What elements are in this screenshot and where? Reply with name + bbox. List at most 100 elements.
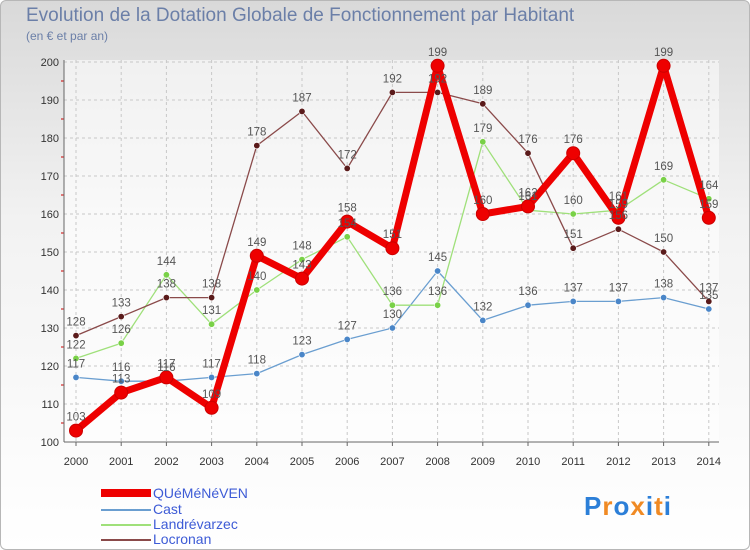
data-label-quemeneven-2009: 160 bbox=[473, 195, 492, 207]
data-label-cast-2002: 116 bbox=[157, 362, 175, 374]
logo-letter-4: i bbox=[645, 491, 655, 521]
x-tick-label-2008: 2008 bbox=[425, 456, 449, 468]
data-point-landrevarzec-2005 bbox=[298, 256, 306, 264]
y-tick-label-100: 100 bbox=[41, 437, 59, 449]
data-point-cast-2013 bbox=[660, 294, 668, 302]
data-label-cast-2009: 132 bbox=[473, 301, 492, 313]
data-label-locronan-2013: 150 bbox=[654, 233, 673, 245]
data-point-cast-2014 bbox=[705, 305, 713, 313]
data-point-quemeneven-2008 bbox=[430, 58, 445, 73]
data-point-cast-2000 bbox=[72, 373, 80, 381]
data-label-locronan-2009: 189 bbox=[473, 85, 492, 97]
data-label-locronan-2007: 192 bbox=[383, 73, 402, 85]
y-tick-label-200: 200 bbox=[41, 57, 59, 69]
data-point-quemeneven-2000 bbox=[69, 423, 83, 438]
data-label-quemeneven-2008: 199 bbox=[428, 47, 447, 59]
logo-letter-0: P bbox=[584, 491, 603, 521]
logo-letter-3: x bbox=[630, 491, 646, 521]
data-point-locronan-2005 bbox=[298, 107, 306, 115]
data-point-landrevarzec-2007 bbox=[388, 301, 396, 309]
x-tick-label-2009: 2009 bbox=[471, 456, 495, 468]
data-point-cast-2003 bbox=[208, 373, 216, 381]
data-label-cast-2014: 135 bbox=[699, 290, 718, 302]
x-tick-label-2006: 2006 bbox=[335, 456, 359, 468]
data-label-quemeneven-2005: 143 bbox=[292, 260, 311, 272]
data-point-landrevarzec-2008 bbox=[434, 301, 442, 309]
data-point-locronan-2002 bbox=[162, 294, 170, 302]
legend-swatch-locronan bbox=[101, 539, 151, 541]
data-point-landrevarzec-2003 bbox=[208, 320, 216, 328]
data-point-locronan-2012 bbox=[614, 225, 622, 233]
data-label-quemeneven-2003: 109 bbox=[202, 389, 221, 401]
data-point-quemeneven-2005 bbox=[295, 271, 309, 286]
data-point-cast-2001 bbox=[117, 377, 125, 385]
data-label-cast-2001: 116 bbox=[112, 362, 130, 374]
x-tick-label-2004: 2004 bbox=[245, 456, 269, 468]
data-point-locronan-2003 bbox=[208, 294, 216, 302]
legend-swatch-quemeneven bbox=[101, 489, 151, 497]
data-point-locronan-2013 bbox=[660, 248, 668, 256]
y-tick-label-190: 190 bbox=[41, 95, 59, 107]
data-point-landrevarzec-2009 bbox=[479, 138, 487, 146]
y-tick-label-150: 150 bbox=[41, 247, 59, 259]
data-label-cast-2005: 123 bbox=[292, 336, 311, 348]
data-label-cast-2004: 118 bbox=[248, 355, 266, 367]
data-label-quemeneven-2010: 162 bbox=[518, 187, 537, 199]
x-tick-label-2007: 2007 bbox=[380, 456, 404, 468]
data-point-cast-2007 bbox=[388, 324, 396, 332]
data-point-cast-2011 bbox=[569, 297, 577, 305]
data-label-quemeneven-2002: 117 bbox=[157, 358, 175, 370]
y-tick-label-140: 140 bbox=[41, 285, 59, 297]
x-tick-label-2011: 2011 bbox=[561, 456, 585, 468]
data-label-cast-2006: 127 bbox=[338, 320, 357, 332]
data-label-quemeneven-2013: 199 bbox=[654, 47, 673, 59]
y-tick-label-180: 180 bbox=[41, 133, 59, 145]
x-tick-label-2000: 2000 bbox=[64, 456, 88, 468]
data-point-landrevarzec-2006 bbox=[343, 233, 351, 241]
logo-letter-1: r bbox=[602, 491, 614, 521]
data-point-quemeneven-2009 bbox=[475, 207, 490, 221]
data-point-cast-2005 bbox=[298, 351, 306, 359]
data-point-cast-2006 bbox=[343, 335, 351, 343]
data-label-locronan-2002: 138 bbox=[157, 279, 176, 291]
data-label-landrevarzec-2003: 131 bbox=[202, 305, 221, 317]
data-label-cast-2013: 138 bbox=[654, 279, 673, 291]
data-label-cast-2007: 130 bbox=[383, 309, 402, 321]
data-label-quemeneven-2011: 176 bbox=[564, 134, 583, 146]
data-label-cast-2000: 117 bbox=[67, 358, 85, 370]
data-label-locronan-2011: 151 bbox=[564, 229, 583, 241]
data-label-landrevarzec-2014: 164 bbox=[699, 180, 719, 192]
data-label-landrevarzec-2002: 144 bbox=[157, 256, 177, 268]
data-point-quemeneven-2001 bbox=[114, 385, 129, 400]
data-label-locronan-2012: 156 bbox=[609, 210, 628, 222]
data-point-locronan-2011 bbox=[569, 244, 577, 252]
legend-swatch-cast bbox=[101, 509, 151, 511]
data-label-quemeneven-2012: 159 bbox=[609, 199, 628, 211]
x-tick-label-2012: 2012 bbox=[606, 456, 630, 468]
x-tick-label-2013: 2013 bbox=[651, 456, 675, 468]
data-label-landrevarzec-2000: 122 bbox=[66, 339, 85, 351]
x-tick-label-2003: 2003 bbox=[199, 456, 223, 468]
data-point-landrevarzec-2013 bbox=[660, 176, 668, 184]
data-label-cast-2008: 145 bbox=[428, 252, 447, 264]
data-point-cast-2012 bbox=[614, 297, 622, 305]
data-label-landrevarzec-2006: 154 bbox=[338, 218, 358, 230]
data-label-cast-2011: 137 bbox=[564, 282, 583, 294]
y-tick-label-160: 160 bbox=[41, 209, 59, 221]
data-label-locronan-2004: 178 bbox=[247, 127, 266, 139]
data-label-landrevarzec-2005: 148 bbox=[292, 241, 311, 253]
data-point-landrevarzec-2011 bbox=[569, 210, 577, 218]
data-point-quemeneven-2006 bbox=[340, 214, 355, 229]
logo-letter-2: o bbox=[613, 491, 631, 521]
data-label-landrevarzec-2011: 160 bbox=[564, 195, 583, 207]
data-label-cast-2003: 117 bbox=[202, 358, 220, 370]
x-tick-label-2002: 2002 bbox=[154, 456, 178, 468]
data-point-locronan-2007 bbox=[388, 88, 396, 96]
y-tick-label-120: 120 bbox=[41, 361, 59, 373]
data-point-locronan-2008 bbox=[434, 88, 442, 96]
data-point-landrevarzec-2000 bbox=[72, 354, 80, 362]
proxiti-logo: Proxiti bbox=[584, 491, 672, 522]
data-label-landrevarzec-2013: 169 bbox=[654, 161, 673, 173]
data-label-locronan-2001: 133 bbox=[112, 298, 131, 310]
